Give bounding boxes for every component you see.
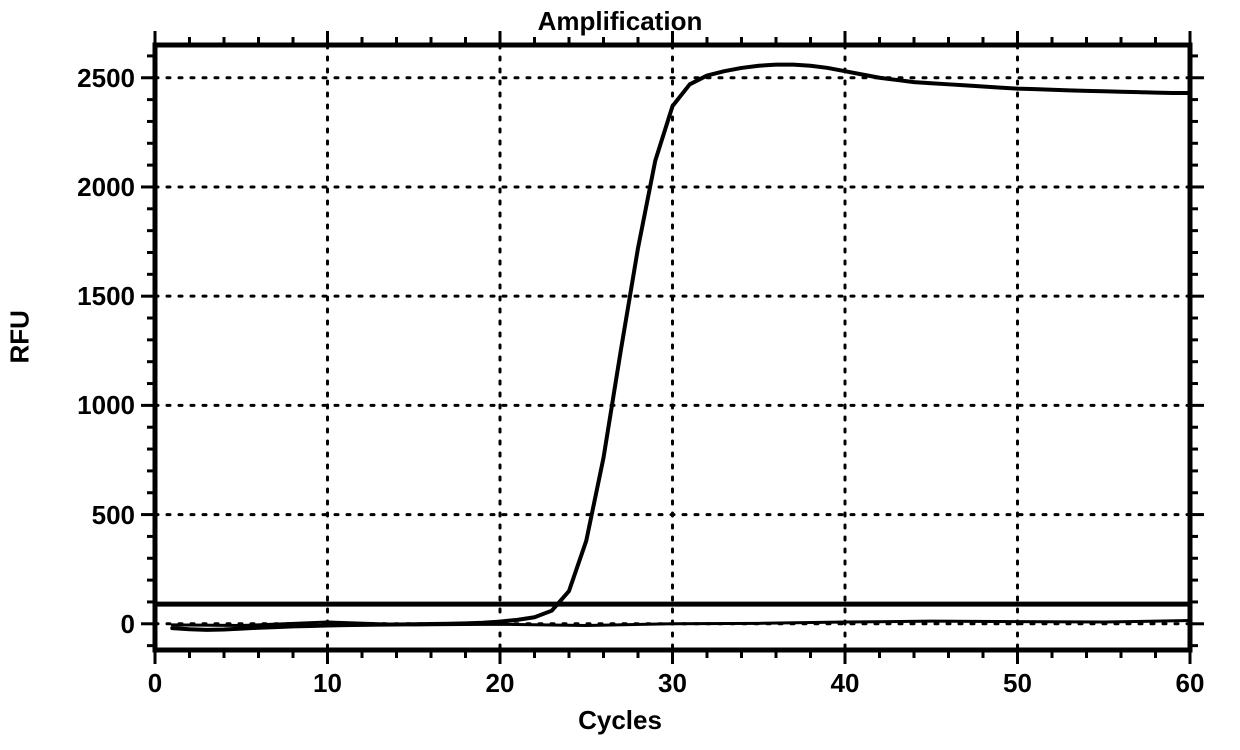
x-tick-label: 10 (313, 668, 342, 699)
x-tick-label: 30 (658, 668, 687, 699)
y-axis-label: RFU (5, 333, 36, 363)
x-axis-label: Cycles (0, 705, 1240, 736)
y-tick-label: 2500 (77, 63, 135, 94)
y-tick-label: 1500 (77, 281, 135, 312)
x-tick-label: 20 (486, 668, 515, 699)
x-tick-label: 40 (831, 668, 860, 699)
x-tick-label: 0 (148, 668, 162, 699)
y-tick-label: 500 (92, 500, 135, 531)
y-tick-label: 1000 (77, 390, 135, 421)
x-tick-label: 60 (1176, 668, 1205, 699)
plot-area (133, 23, 1212, 672)
x-tick-label: 50 (1003, 668, 1032, 699)
amplification-chart: Amplification RFU Cycles 010203040506005… (0, 0, 1240, 750)
y-tick-label: 2000 (77, 172, 135, 203)
y-tick-label: 0 (121, 609, 135, 640)
